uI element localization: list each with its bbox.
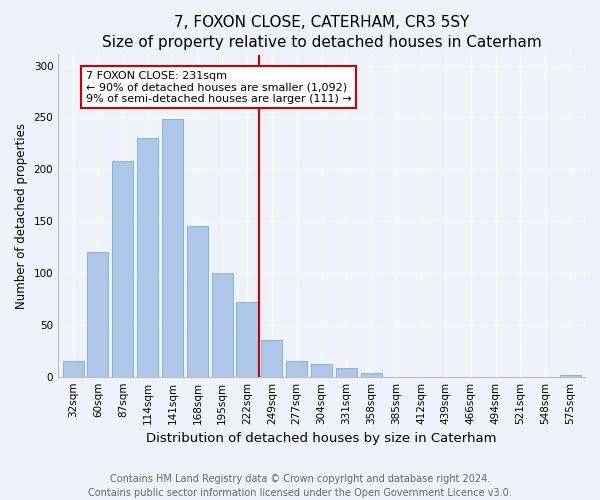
Bar [262, 340, 283, 376]
Bar [212, 273, 233, 376]
Bar [62, 361, 83, 376]
Title: 7, FOXON CLOSE, CATERHAM, CR3 5SY
Size of property relative to detached houses i: 7, FOXON CLOSE, CATERHAM, CR3 5SY Size o… [102, 15, 541, 50]
Bar [286, 361, 307, 376]
Bar [187, 226, 208, 376]
Bar [88, 252, 109, 376]
Bar [137, 138, 158, 376]
Bar [361, 372, 382, 376]
Bar [311, 364, 332, 376]
Bar [560, 374, 581, 376]
Bar [112, 161, 133, 376]
Text: Contains HM Land Registry data © Crown copyright and database right 2024.
Contai: Contains HM Land Registry data © Crown c… [88, 474, 512, 498]
X-axis label: Distribution of detached houses by size in Caterham: Distribution of detached houses by size … [146, 432, 497, 445]
Y-axis label: Number of detached properties: Number of detached properties [15, 123, 28, 309]
Bar [162, 120, 183, 376]
Bar [236, 302, 257, 376]
Text: 7 FOXON CLOSE: 231sqm
← 90% of detached houses are smaller (1,092)
9% of semi-de: 7 FOXON CLOSE: 231sqm ← 90% of detached … [86, 70, 351, 104]
Bar [336, 368, 357, 376]
